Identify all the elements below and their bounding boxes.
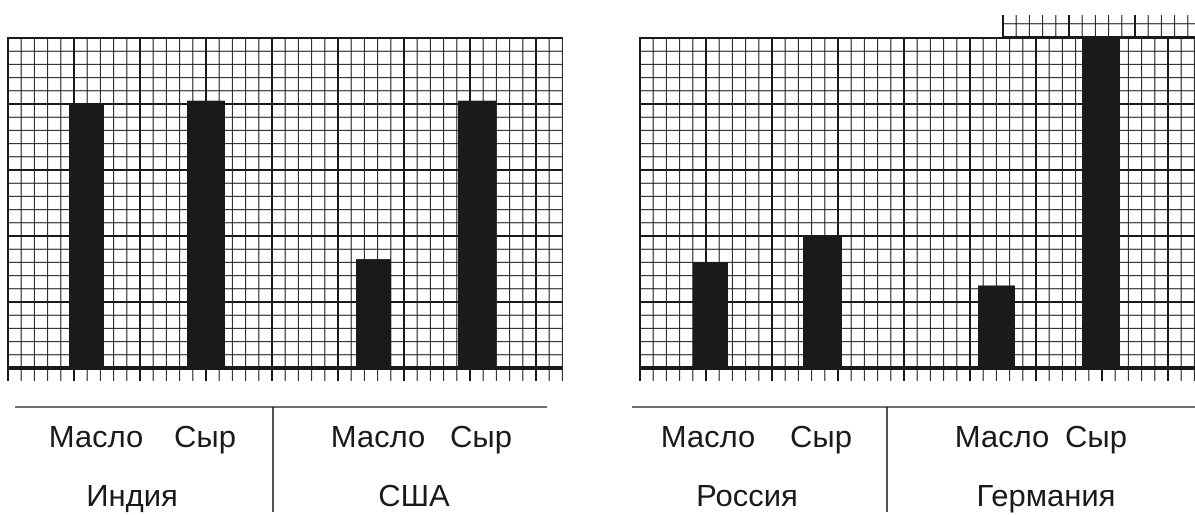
bar-1 [693, 262, 728, 368]
group-label: США [378, 478, 450, 513]
bars [693, 38, 1120, 368]
bar-1 [69, 104, 104, 368]
category-label: Масло [955, 419, 1050, 454]
category-label: Сыр [450, 419, 512, 454]
bar-4 [1082, 38, 1120, 368]
bar-3 [356, 259, 391, 368]
bar-2 [803, 236, 842, 368]
chart-panel-right: Масло Сыр Масло Сыр Россия Германия [632, 15, 1195, 513]
chart-panel-left: Масло Сыр Масло Сыр Индия США [7, 37, 563, 513]
bar-2 [187, 100, 225, 368]
category-label: Сыр [1065, 419, 1127, 454]
category-label: Сыр [174, 419, 236, 454]
category-label: Масло [49, 419, 144, 454]
group-label: Индия [86, 478, 178, 513]
group-label: Германия [977, 478, 1116, 513]
bar-3 [978, 285, 1015, 368]
bar-4 [458, 100, 496, 368]
bars [69, 100, 496, 368]
category-label: Сыр [790, 419, 852, 454]
category-label: Масло [331, 419, 426, 454]
group-label: Россия [696, 478, 798, 513]
category-label: Масло [661, 419, 756, 454]
